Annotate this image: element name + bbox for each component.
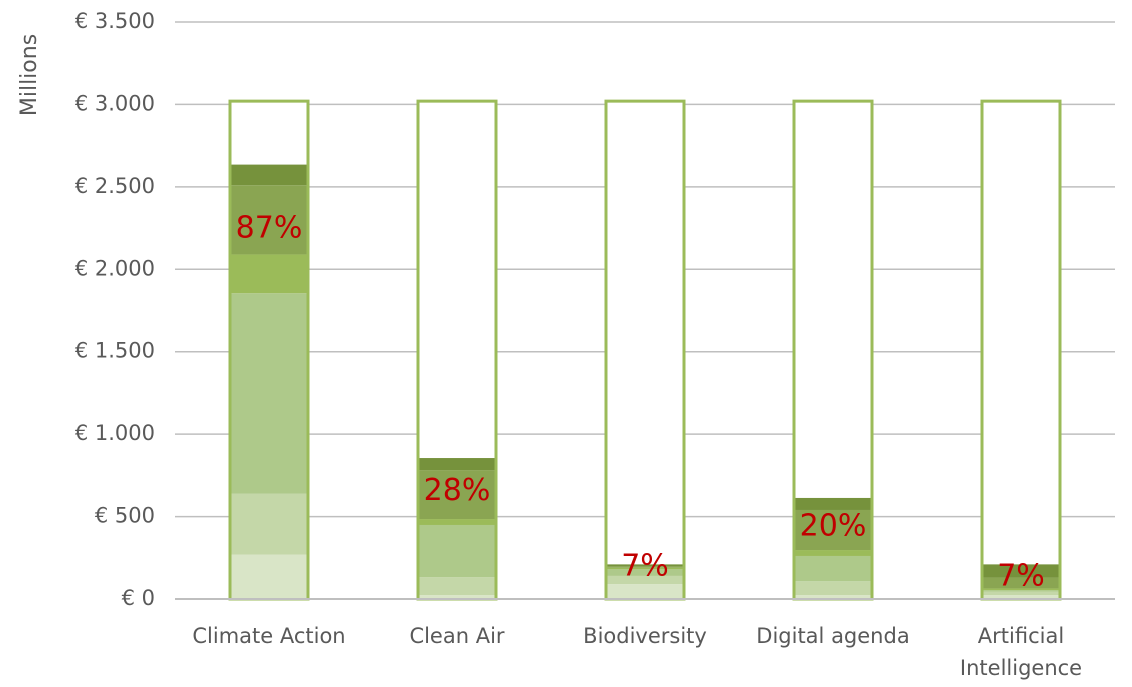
bar-segment <box>795 581 871 596</box>
bar-segment <box>795 497 871 510</box>
y-tick-label: € 1.000 <box>75 421 155 445</box>
bar-segment <box>419 458 495 471</box>
y-tick-label: € 1.500 <box>75 339 155 363</box>
x-tick-label: Biodiversity <box>583 624 707 648</box>
x-tick-label: Climate Action <box>192 624 346 648</box>
percent-label: 87% <box>236 210 303 245</box>
bar-segment <box>607 567 683 570</box>
y-axis-label: Millions <box>17 34 42 116</box>
x-tick-label: Artificial Intelligence <box>959 624 1083 680</box>
target-outline <box>980 99 1062 601</box>
bar-segment <box>795 550 871 556</box>
y-tick-label: € 0 <box>122 586 155 610</box>
bar-segment <box>983 564 1059 578</box>
bar-segment <box>231 554 307 599</box>
bar-segment <box>795 509 871 551</box>
bar-segment <box>607 566 683 568</box>
bar-segment <box>795 555 871 582</box>
bar-segment <box>983 595 1059 599</box>
bar-segment <box>419 595 495 599</box>
target-outline <box>604 99 686 601</box>
bar-segment <box>983 591 1059 596</box>
y-tick-label: € 500 <box>95 504 155 528</box>
bar-segment <box>231 164 307 186</box>
y-tick-label: € 3.000 <box>75 91 155 115</box>
bar-segment <box>795 595 871 599</box>
percent-label: 28% <box>424 473 491 508</box>
bar-segment <box>231 254 307 294</box>
percent-label: 20% <box>800 508 867 543</box>
percent-label: 7% <box>621 548 669 583</box>
y-tick-label: € 2.500 <box>75 174 155 198</box>
bar-segment <box>983 588 1059 591</box>
bar-segment <box>231 185 307 255</box>
bar-segment <box>231 493 307 555</box>
y-tick-label: € 2.000 <box>75 256 155 280</box>
x-tick-label: Clean Air <box>409 624 505 648</box>
bar-segment <box>607 584 683 599</box>
bar-segment <box>607 564 683 567</box>
bar-segment <box>607 569 683 576</box>
bar-segment <box>983 577 1059 589</box>
percent-label: 7% <box>997 559 1045 594</box>
bar-segment <box>419 577 495 596</box>
bar-segment <box>419 470 495 520</box>
bar-segment <box>607 575 683 585</box>
y-tick-label: € 3.500 <box>75 9 155 33</box>
bar-segment <box>983 590 1059 592</box>
bar-segment <box>231 293 307 494</box>
bar-segment <box>419 524 495 578</box>
bar-segment <box>419 519 495 525</box>
x-tick-label: Digital agenda <box>756 624 910 648</box>
